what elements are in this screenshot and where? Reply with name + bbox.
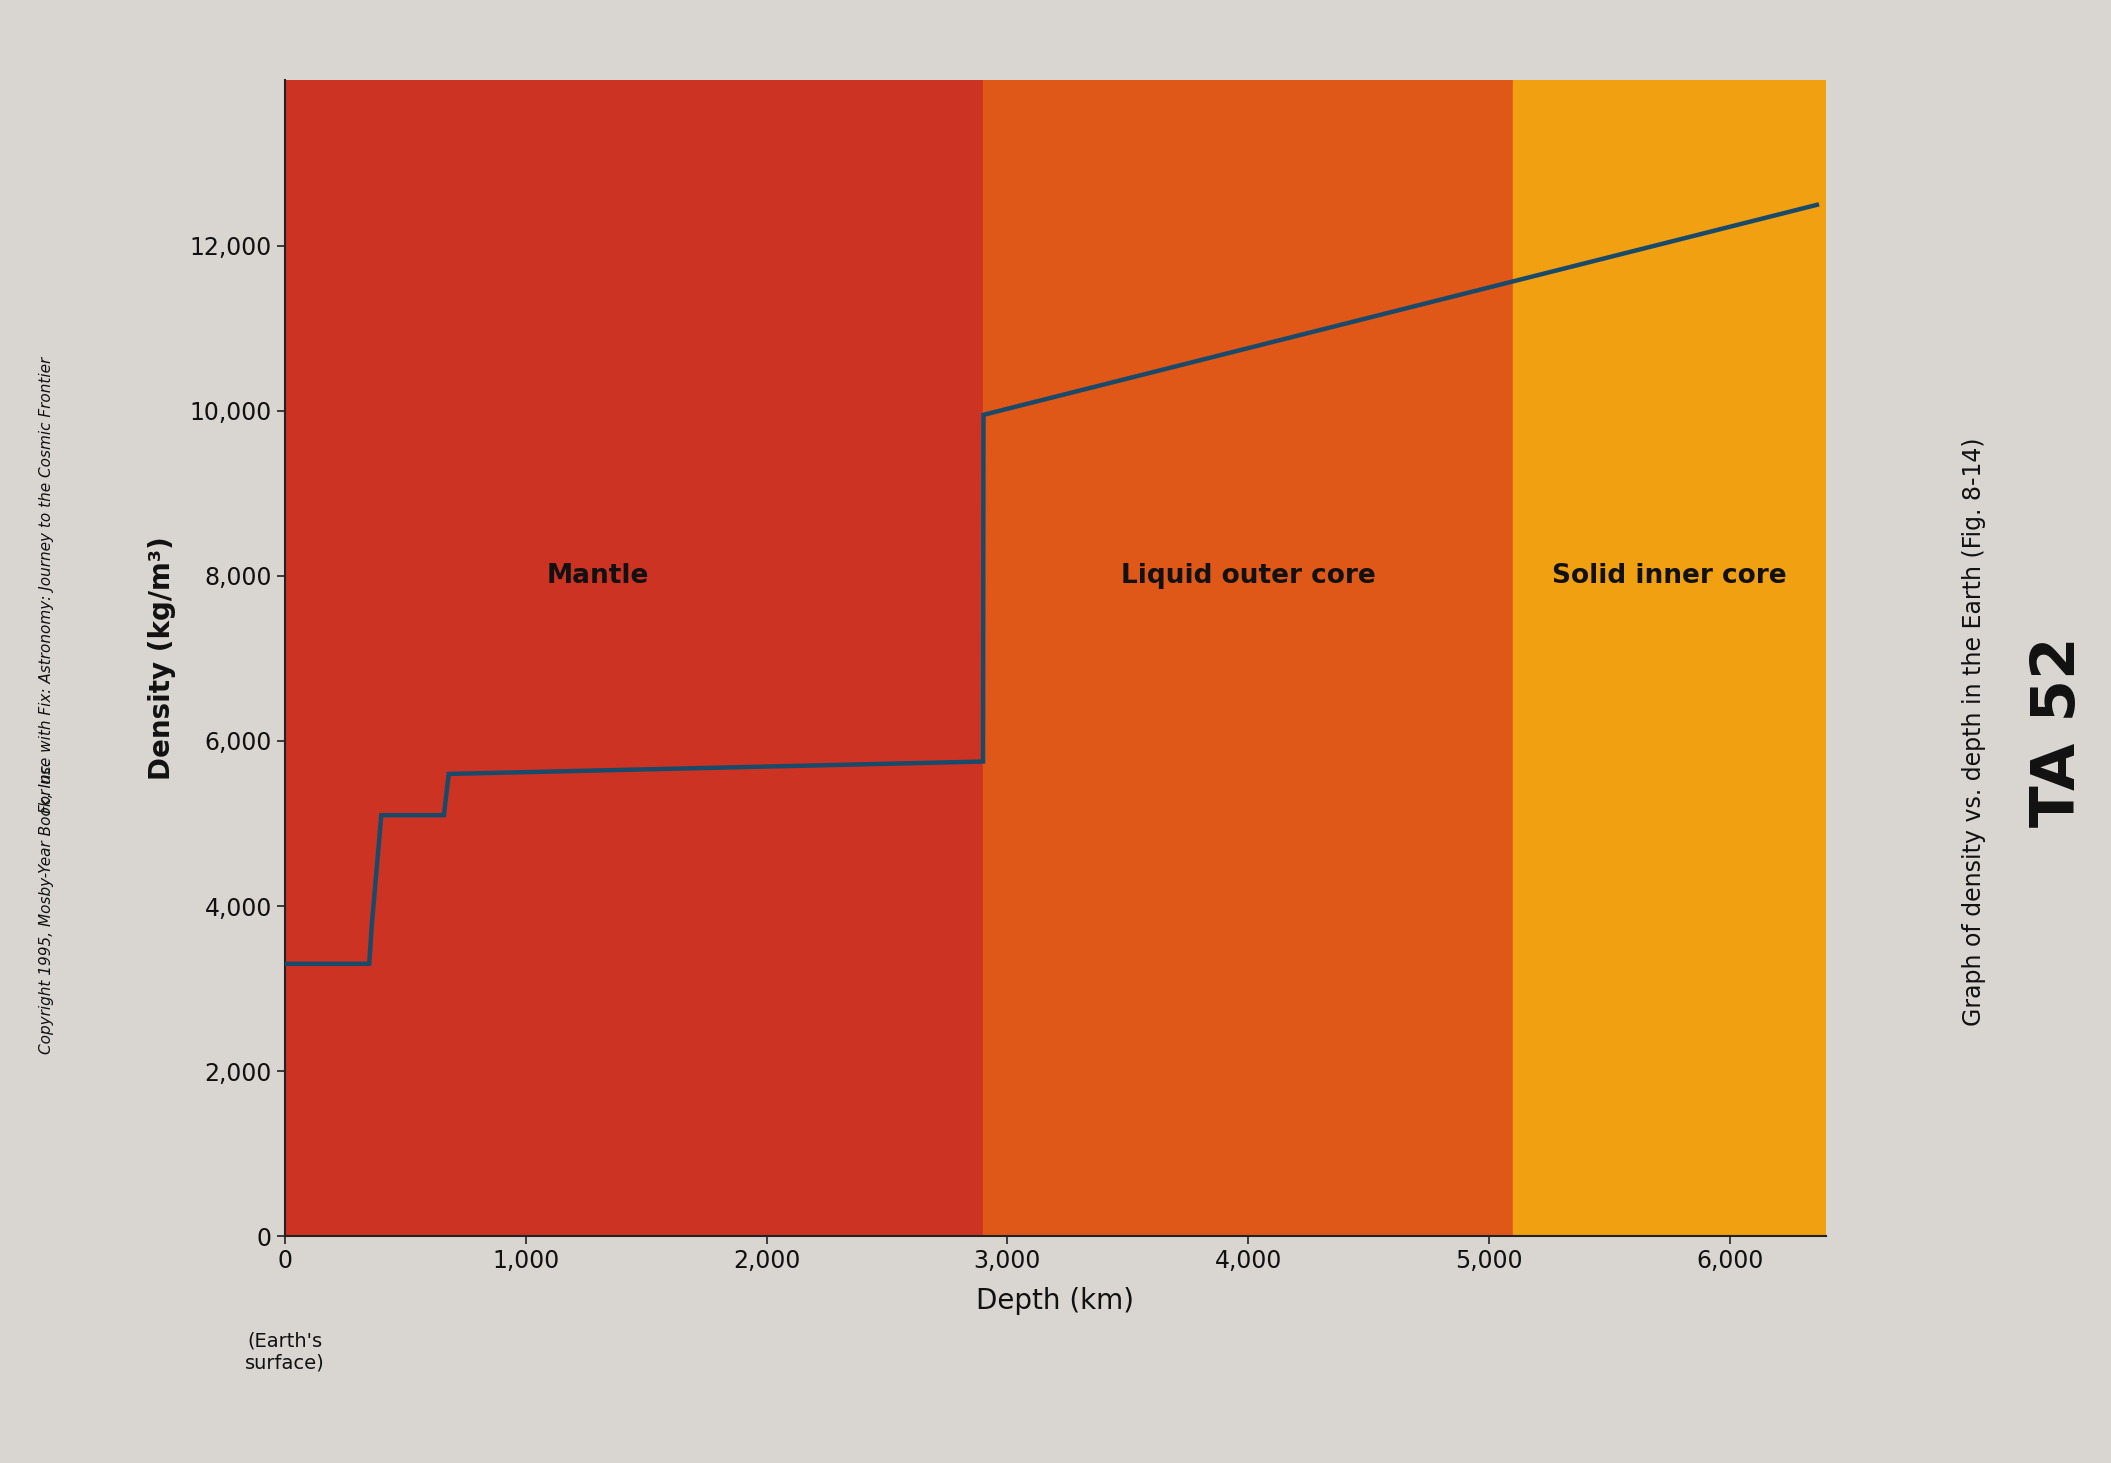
Text: Copyright 1995, Mosby-Year Book, Inc.: Copyright 1995, Mosby-Year Book, Inc. [38,761,55,1053]
Bar [984,80,1514,1236]
Text: (Earth's
surface): (Earth's surface) [245,1331,325,1372]
Text: Graph of density vs. depth in the Earth (Fig. 8-14): Graph of density vs. depth in the Earth … [1961,437,1986,1026]
Text: TA 52: TA 52 [2029,636,2088,827]
Bar [1514,80,1826,1236]
Text: Mantle: Mantle [547,563,650,588]
Bar [285,80,984,1236]
Text: For use with Fix: Astronomy: Journey to the Cosmic Frontier: For use with Fix: Astronomy: Journey to … [38,357,55,813]
Y-axis label: Density (kg/m³): Density (kg/m³) [148,537,175,780]
X-axis label: Depth (km): Depth (km) [977,1287,1134,1315]
Text: Liquid outer core: Liquid outer core [1121,563,1376,588]
Text: Solid inner core: Solid inner core [1552,563,1786,588]
